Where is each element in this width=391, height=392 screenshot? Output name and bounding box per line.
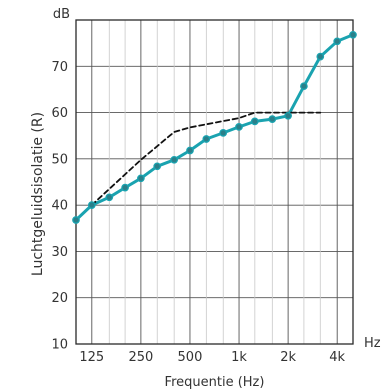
x-tick-label: 1k (231, 350, 247, 365)
x-tick-label: 4k (329, 350, 345, 365)
data-point (186, 146, 194, 155)
x-tick-label: 250 (128, 350, 153, 365)
data-point (202, 135, 211, 143)
y-tick-label: 30 (51, 245, 68, 260)
data-point (137, 174, 145, 183)
data-point (170, 155, 179, 164)
series-markers (72, 30, 357, 224)
tick-labels: 10 20 30 40 50 60 70 125 250 500 1k 2k 4k (51, 60, 345, 365)
x-tick-label: 500 (178, 350, 203, 365)
x-tick-label: 2k (280, 350, 296, 365)
y-tick-label: 70 (51, 60, 68, 75)
x-axis-title: Frequentie (Hz) (165, 375, 265, 390)
data-point (268, 115, 277, 123)
data-point (284, 111, 292, 120)
x-unit-label: Hz (364, 336, 381, 351)
data-point (349, 30, 357, 39)
y-tick-label: 50 (51, 152, 68, 167)
data-point (316, 52, 325, 61)
series-lines (74, 33, 355, 222)
y-axis-title: Luchtgeluidsisolatie (R) (30, 112, 46, 276)
x-tick-label: 125 (79, 350, 104, 365)
data-point (235, 123, 243, 131)
data-point (153, 162, 162, 171)
data-point (105, 193, 114, 202)
data-point (121, 183, 129, 192)
data-point (219, 129, 228, 137)
y-tick-label: 20 (51, 291, 68, 306)
data-point (250, 117, 259, 126)
plot-frame (75, 19, 354, 345)
data-point (87, 201, 96, 209)
y-tick-label: 60 (51, 106, 68, 121)
measured-line (74, 33, 355, 222)
reference-dashed-line (90, 111, 322, 207)
y-tick-label: 40 (51, 199, 68, 214)
y-tick-label: 10 (51, 338, 68, 353)
data-point (333, 37, 342, 46)
data-point (300, 82, 308, 91)
y-unit-label: dB (53, 7, 70, 22)
data-point (72, 216, 80, 224)
